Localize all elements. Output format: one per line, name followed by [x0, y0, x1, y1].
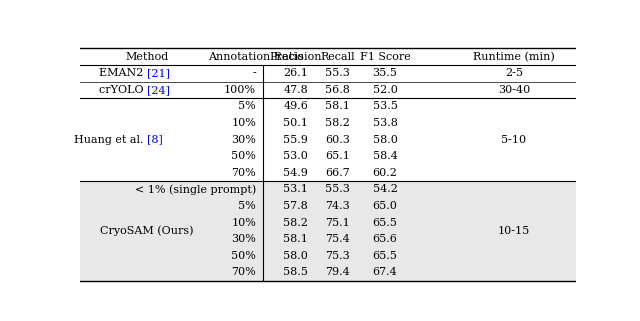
Text: 50.1: 50.1 [284, 118, 308, 128]
Text: 56.8: 56.8 [326, 85, 350, 95]
Text: < 1% (single prompt): < 1% (single prompt) [135, 184, 256, 195]
Text: 5%: 5% [238, 201, 256, 211]
Text: 58.2: 58.2 [326, 118, 350, 128]
Text: 58.1: 58.1 [284, 234, 308, 244]
Text: 58.0: 58.0 [284, 251, 308, 261]
Text: 10-15: 10-15 [498, 226, 530, 236]
Text: 75.1: 75.1 [326, 218, 350, 228]
Text: 50%: 50% [231, 151, 256, 161]
Text: F1 Score: F1 Score [360, 52, 410, 62]
Text: 55.3: 55.3 [326, 68, 350, 78]
Text: Annotation Ratio: Annotation Ratio [208, 52, 304, 62]
Text: 54.2: 54.2 [372, 185, 397, 195]
Text: 58.4: 58.4 [372, 151, 397, 161]
Text: 53.8: 53.8 [372, 118, 397, 128]
Text: 30-40: 30-40 [498, 85, 530, 95]
Text: 66.7: 66.7 [326, 168, 350, 178]
Text: 57.8: 57.8 [284, 201, 308, 211]
Text: 2-5: 2-5 [505, 68, 523, 78]
Text: EMAN2: EMAN2 [99, 68, 147, 78]
Text: 58.5: 58.5 [284, 267, 308, 277]
Text: CryoSAM (Ours): CryoSAM (Ours) [100, 226, 194, 236]
Text: 5%: 5% [238, 101, 256, 111]
Text: 74.3: 74.3 [326, 201, 350, 211]
Text: Recall: Recall [321, 52, 355, 62]
Text: 58.1: 58.1 [326, 101, 350, 111]
Text: crYOLO: crYOLO [99, 85, 147, 95]
Text: 100%: 100% [224, 85, 256, 95]
Text: 47.8: 47.8 [284, 85, 308, 95]
Text: 53.1: 53.1 [284, 185, 308, 195]
Text: 65.0: 65.0 [372, 201, 397, 211]
Text: 55.3: 55.3 [326, 185, 350, 195]
Text: 58.0: 58.0 [372, 135, 397, 145]
Text: 35.5: 35.5 [372, 68, 397, 78]
Text: 26.1: 26.1 [284, 68, 308, 78]
Text: Precision: Precision [269, 52, 322, 62]
Text: 67.4: 67.4 [372, 267, 397, 277]
Text: 75.3: 75.3 [326, 251, 350, 261]
Text: 70%: 70% [231, 168, 256, 178]
Text: 54.9: 54.9 [284, 168, 308, 178]
Text: 75.4: 75.4 [326, 234, 350, 244]
Text: 52.0: 52.0 [372, 85, 397, 95]
Text: [24]: [24] [147, 85, 170, 95]
Text: 60.3: 60.3 [326, 135, 350, 145]
Text: 65.5: 65.5 [372, 251, 397, 261]
Text: Method: Method [125, 52, 168, 62]
Text: 5-10: 5-10 [501, 135, 527, 145]
Text: 30%: 30% [231, 135, 256, 145]
Text: 65.1: 65.1 [326, 151, 350, 161]
Text: [8]: [8] [147, 135, 163, 145]
Text: 53.0: 53.0 [284, 151, 308, 161]
Text: -: - [252, 68, 256, 78]
Bar [80, 181, 576, 281]
Text: 49.6: 49.6 [284, 101, 308, 111]
Text: 53.5: 53.5 [372, 101, 397, 111]
Text: 55.9: 55.9 [284, 135, 308, 145]
Text: 30%: 30% [231, 234, 256, 244]
Text: Huang et al.: Huang et al. [74, 135, 147, 145]
Text: [21]: [21] [147, 68, 170, 78]
Text: 70%: 70% [231, 267, 256, 277]
Text: 79.4: 79.4 [326, 267, 350, 277]
Text: 60.2: 60.2 [372, 168, 397, 178]
Text: 65.6: 65.6 [372, 234, 397, 244]
Text: 58.2: 58.2 [284, 218, 308, 228]
Text: 10%: 10% [231, 218, 256, 228]
Text: 65.5: 65.5 [372, 218, 397, 228]
Text: 50%: 50% [231, 251, 256, 261]
Text: Runtime (min): Runtime (min) [473, 52, 555, 62]
Text: 10%: 10% [231, 118, 256, 128]
